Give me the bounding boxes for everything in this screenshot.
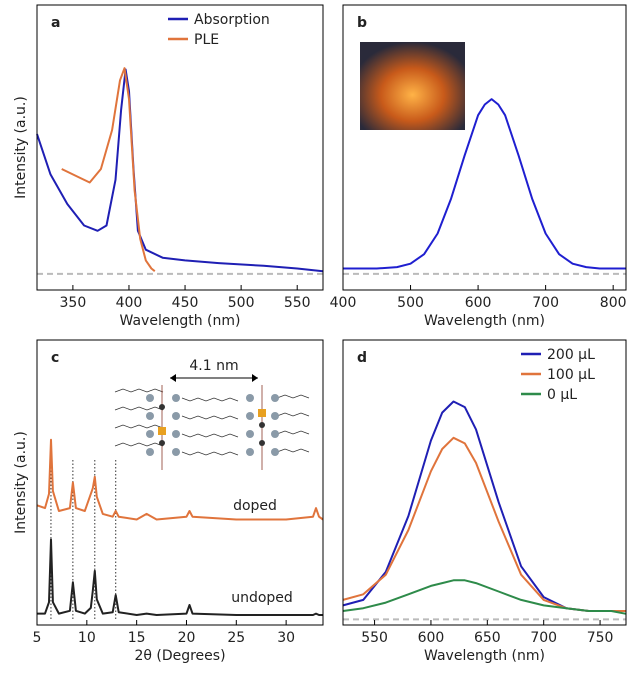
x-axis-label: Wavelength (nm) — [424, 313, 545, 329]
panel-label: d — [357, 350, 367, 366]
annotation: 4.1 nm — [189, 358, 238, 374]
x-tick-label: 25 — [227, 630, 245, 646]
x-tick-label: 500 — [397, 295, 424, 311]
x-axis-label: 2θ (Degrees) — [134, 648, 225, 664]
plot-frame — [342, 339, 627, 626]
y-axis-label: Intensity (a.u.) — [13, 431, 29, 534]
plot-frame — [342, 4, 627, 291]
x-tick-label: 600 — [418, 630, 445, 646]
legend-label: PLE — [194, 32, 219, 48]
x-tick-label: 800 — [600, 295, 627, 311]
x-tick-label: 400 — [330, 295, 357, 311]
x-tick-label: 15 — [128, 630, 146, 646]
x-tick-label: 30 — [277, 630, 295, 646]
series-line — [343, 98, 626, 270]
x-axis-label: Wavelength (nm) — [120, 313, 241, 329]
y-axis-label: Intensity (a.u.) — [13, 96, 29, 199]
x-tick-label: 700 — [530, 630, 557, 646]
series-line — [61, 67, 156, 272]
series-line — [342, 436, 626, 612]
legend-label: 200 μL — [547, 347, 595, 363]
x-tick-label: 10 — [78, 630, 96, 646]
legend-label: 0 μL — [547, 387, 577, 403]
molecule-diagram — [114, 385, 310, 470]
molecule-atoms — [146, 394, 279, 456]
panel-label: c — [51, 350, 59, 366]
panel-label: a — [51, 15, 60, 31]
series-label: undoped — [231, 590, 293, 606]
x-tick-label: 400 — [116, 295, 143, 311]
panel-label: b — [357, 15, 367, 31]
series-label: doped — [233, 498, 277, 514]
inset-photo — [360, 42, 465, 130]
plot-frame — [36, 339, 324, 626]
x-tick-label: 450 — [172, 295, 199, 311]
series-line — [36, 68, 324, 273]
x-tick-label: 550 — [361, 630, 388, 646]
x-tick-label: 500 — [228, 295, 255, 311]
legend-label: 100 μL — [547, 367, 595, 383]
x-tick-label: 20 — [178, 630, 196, 646]
x-tick-label: 700 — [532, 295, 559, 311]
x-axis-label: Wavelength (nm) — [424, 648, 545, 664]
x-tick-label: 350 — [60, 295, 87, 311]
series-line — [36, 438, 324, 521]
x-tick-label: 5 — [33, 630, 42, 646]
x-tick-label: 750 — [587, 630, 614, 646]
x-tick-label: 550 — [284, 295, 311, 311]
x-tick-label: 600 — [465, 295, 492, 311]
legend-label: Absorption — [194, 12, 270, 28]
series-line — [37, 538, 323, 616]
plot-frame — [36, 4, 324, 291]
series-line — [342, 400, 626, 612]
x-tick-label: 650 — [474, 630, 501, 646]
series-line — [342, 579, 627, 615]
